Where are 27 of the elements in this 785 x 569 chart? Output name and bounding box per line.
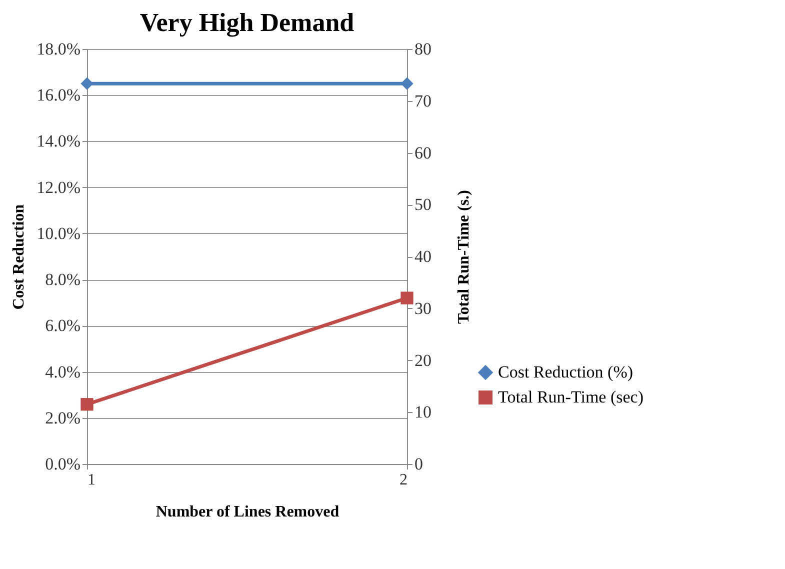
y-tick-label: 8.0%: [45, 270, 80, 290]
y2-tick-label: 20: [414, 350, 432, 370]
y-tick-label: 6.0%: [45, 316, 80, 336]
y2-tick-label: 80: [414, 40, 432, 58]
y-tick-label: 12.0%: [36, 178, 80, 197]
x-tick-label: 2: [400, 472, 408, 488]
y2-tick-label: 40: [414, 247, 432, 266]
x-axis-title: Number of Lines Removed: [156, 504, 340, 520]
y-tick-label: 18.0%: [36, 40, 80, 58]
legend-label: Total Run-Time (sec): [498, 388, 644, 406]
y-tick-label: 2.0%: [45, 408, 80, 428]
y-tick-label: 10.0%: [36, 224, 80, 243]
legend-label: Cost Reduction (%): [498, 362, 634, 382]
y2-tick-label: 0: [414, 454, 423, 474]
x-tick-label: 1: [88, 472, 96, 488]
y-axis-title: Cost Reduction: [10, 204, 28, 310]
y-tick-label: 16.0%: [36, 86, 80, 105]
chart-title: Very High Demand: [140, 8, 355, 37]
y-tick-label: 0.0%: [45, 454, 80, 474]
y2-tick-label: 30: [414, 298, 432, 318]
y-tick-label: 4.0%: [45, 362, 80, 382]
y2-axis-title: Total Run-Time (s.): [456, 190, 472, 324]
y2-tick-label: 60: [414, 143, 432, 162]
y-tick-label: 14.0%: [36, 132, 80, 151]
y2-tick-label: 70: [414, 91, 432, 110]
y2-tick-label: 10: [414, 402, 432, 422]
y2-tick-label: 50: [414, 195, 432, 214]
